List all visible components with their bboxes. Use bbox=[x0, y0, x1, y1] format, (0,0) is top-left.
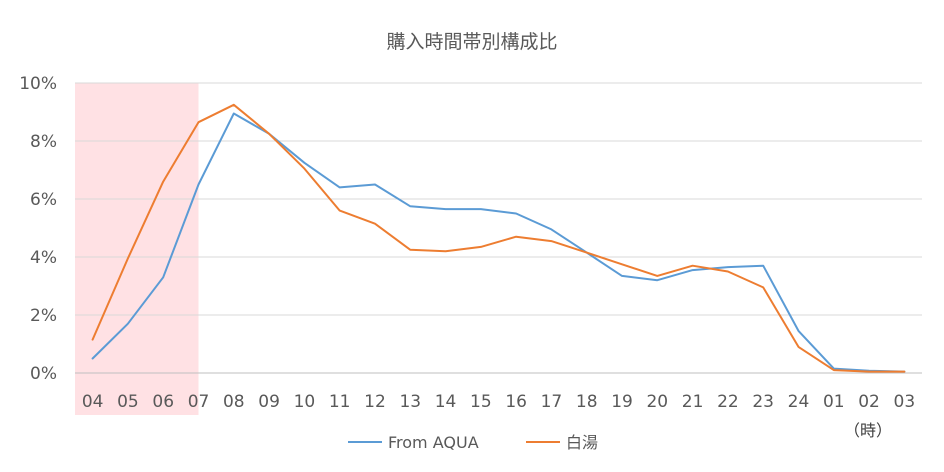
gridlines bbox=[75, 82, 922, 374]
x-tick-label: 18 bbox=[576, 392, 598, 412]
series-line bbox=[91, 103, 906, 373]
legend: From AQUA 白湯 bbox=[348, 433, 598, 452]
x-tick-label: 19 bbox=[611, 392, 633, 412]
x-tick-label: 14 bbox=[435, 392, 457, 412]
x-tick-label: 13 bbox=[399, 392, 421, 412]
x-tick-label: 09 bbox=[258, 392, 280, 412]
x-axis-ticks: 04 05 06 07 08 09 10 11 12 13 14 15 16 17 18 19 20 21 22 23… bbox=[82, 392, 915, 412]
series-lines bbox=[91, 103, 906, 373]
y-tick-label: 4% bbox=[30, 248, 57, 268]
x-tick-label: 03 bbox=[894, 392, 916, 412]
x-tick-label: 02 bbox=[858, 392, 880, 412]
chart-title: 購入時間帯別構成比 bbox=[386, 31, 557, 53]
x-tick-label: 24 bbox=[788, 392, 810, 412]
x-axis-unit: （時） bbox=[844, 421, 892, 440]
x-tick-label: 10 bbox=[294, 392, 316, 412]
x-tick-label: 04 bbox=[82, 392, 104, 412]
series-line bbox=[91, 112, 906, 373]
x-tick-label: 12 bbox=[364, 392, 386, 412]
x-tick-label: 15 bbox=[470, 392, 492, 412]
legend-label: From AQUA bbox=[388, 433, 479, 452]
x-tick-label: 21 bbox=[682, 392, 704, 412]
y-tick-label: 6% bbox=[30, 190, 57, 210]
x-tick-label: 01 bbox=[823, 392, 845, 412]
x-tick-label: 05 bbox=[117, 392, 139, 412]
x-tick-label: 06 bbox=[152, 392, 174, 412]
highlight-band bbox=[75, 83, 199, 415]
highlight-layer bbox=[75, 83, 199, 415]
x-tick-label: 23 bbox=[752, 392, 774, 412]
x-tick-label: 20 bbox=[646, 392, 668, 412]
x-tick-label: 22 bbox=[717, 392, 739, 412]
y-tick-label: 2% bbox=[30, 306, 57, 326]
legend-label: 白湯 bbox=[566, 433, 598, 452]
y-axis-ticks: 0% 2% 4% 6% 8% 10% bbox=[19, 74, 57, 384]
x-tick-label: 17 bbox=[541, 392, 563, 412]
y-tick-label: 8% bbox=[30, 132, 57, 152]
y-tick-label: 10% bbox=[19, 74, 57, 94]
y-tick-label: 0% bbox=[30, 364, 57, 384]
x-tick-label: 08 bbox=[223, 392, 245, 412]
x-tick-label: 07 bbox=[188, 392, 210, 412]
x-tick-label: 11 bbox=[329, 392, 351, 412]
x-tick-label: 16 bbox=[505, 392, 527, 412]
